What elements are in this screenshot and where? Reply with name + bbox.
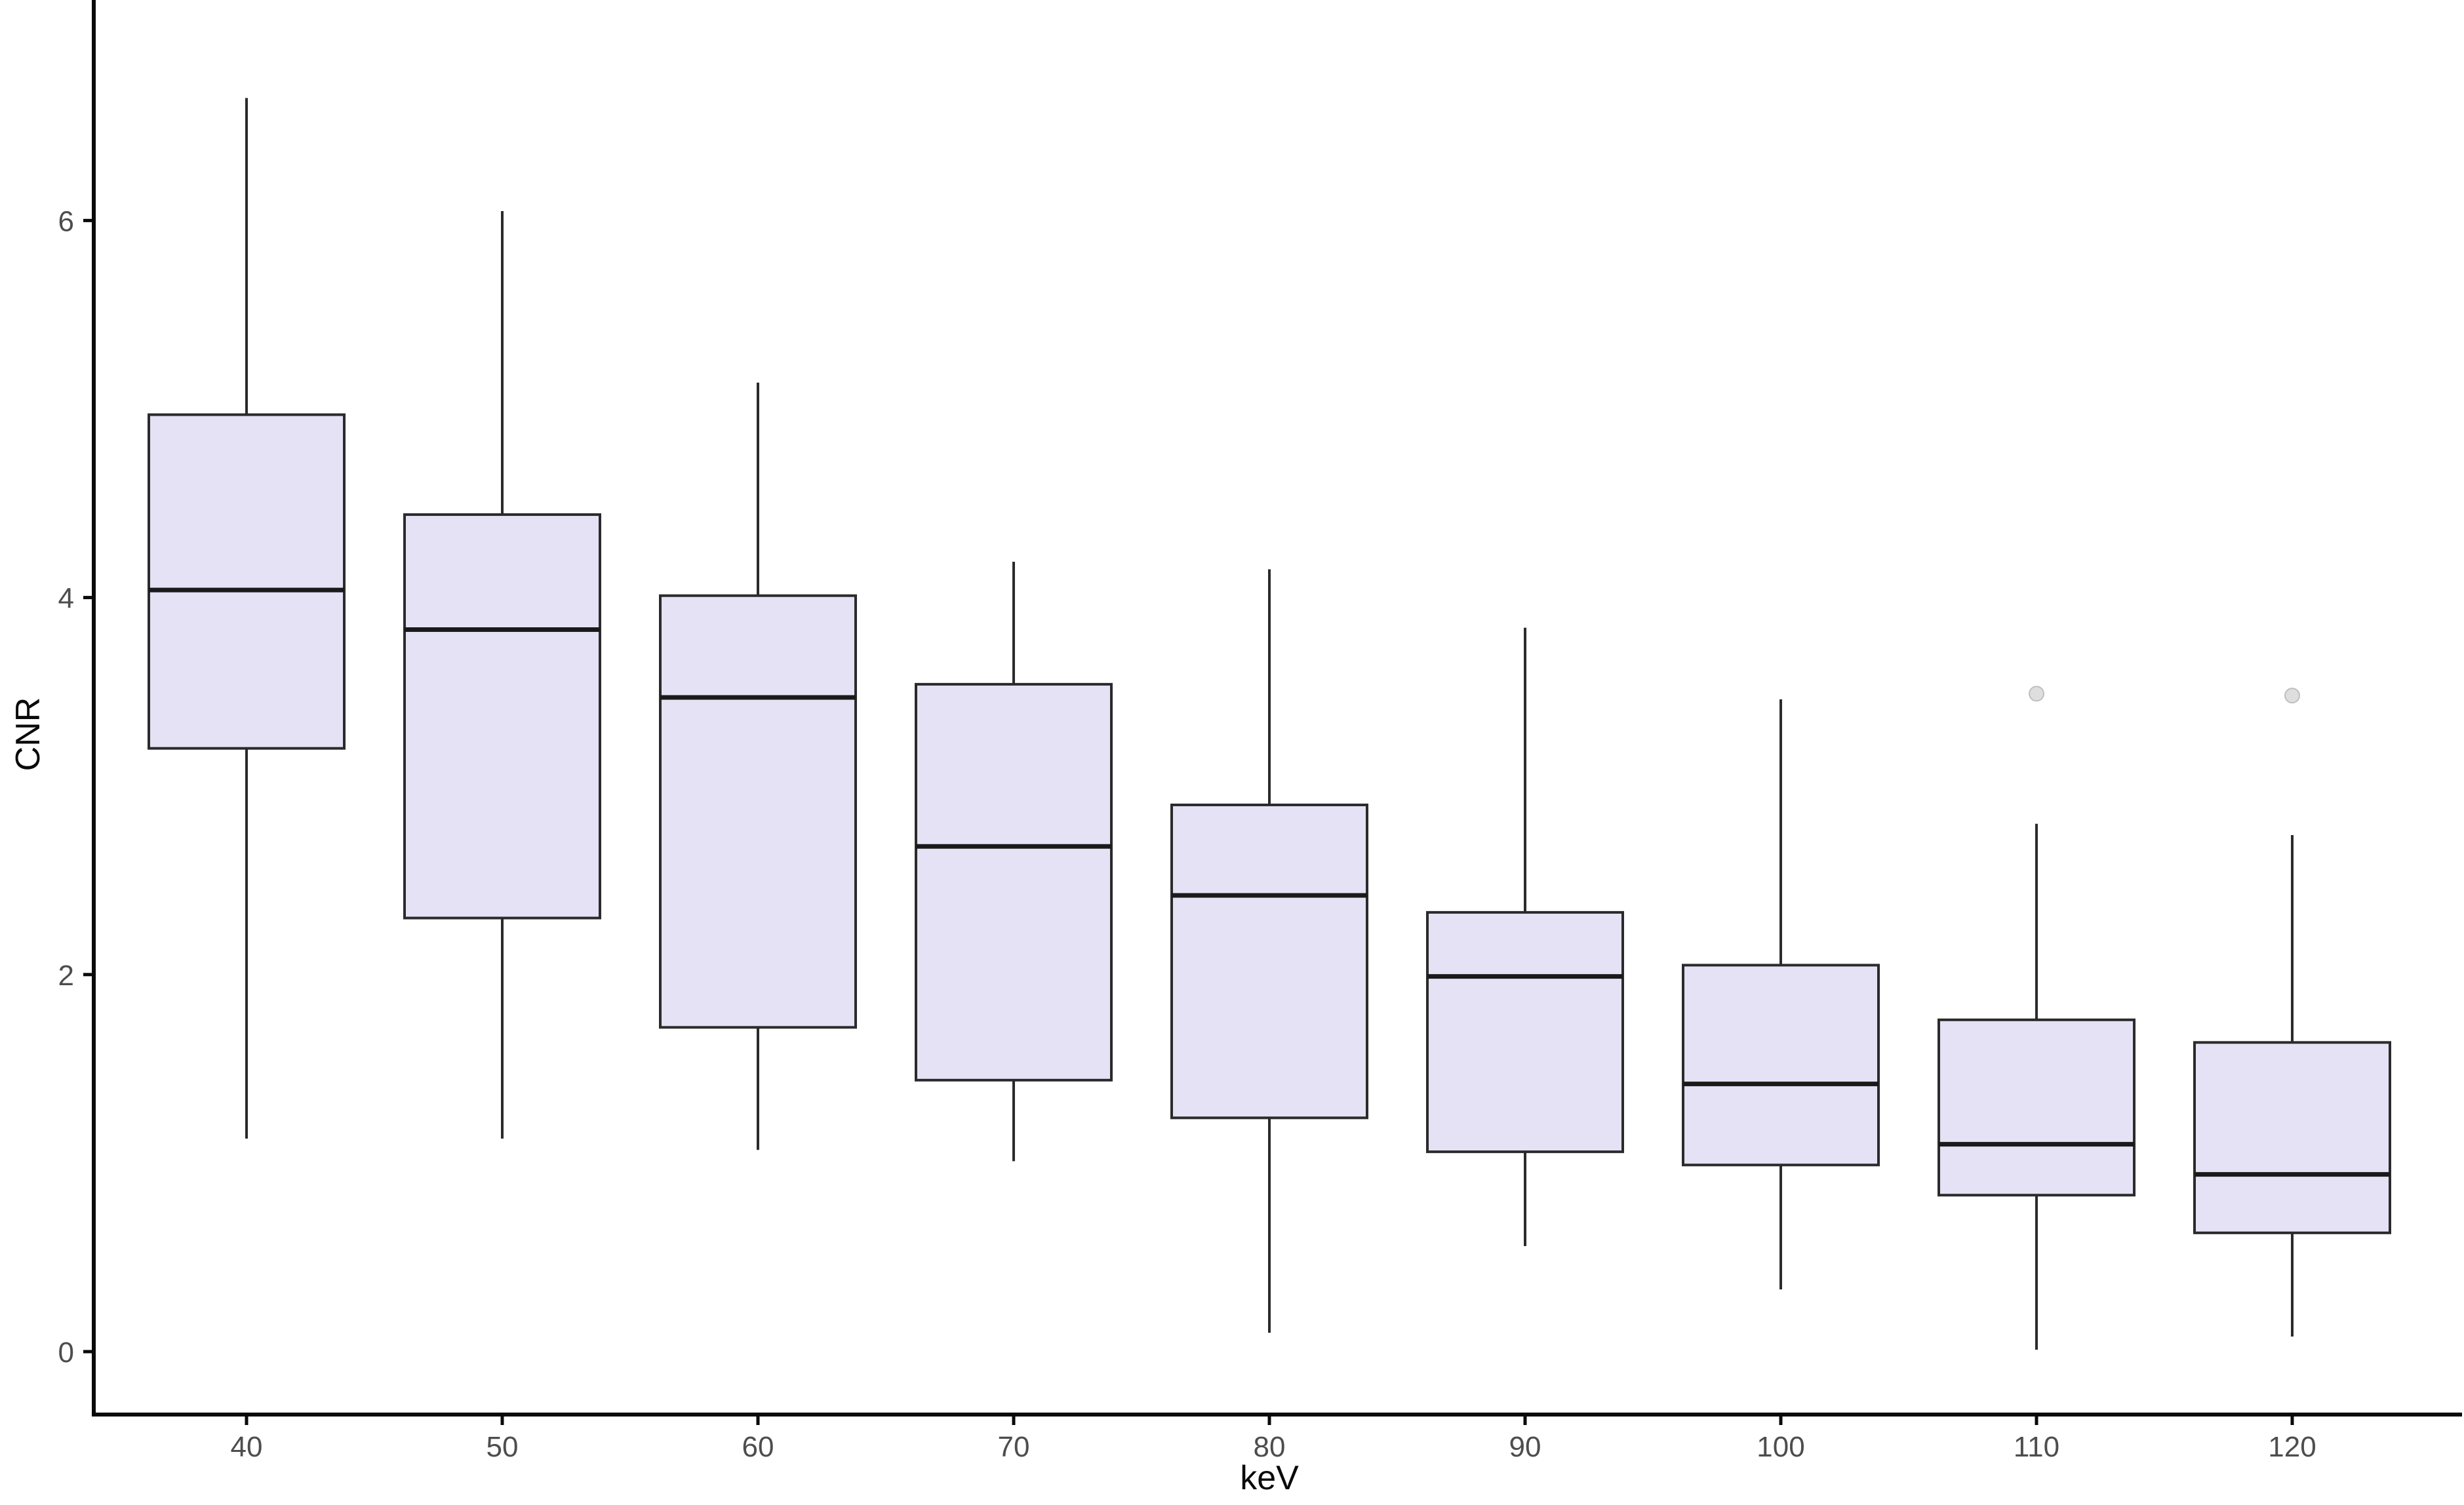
iqr-box (148, 413, 346, 750)
iqr-box (403, 513, 601, 920)
x-tick-label: 50 (487, 1431, 519, 1463)
x-axis-title: keV (1240, 1459, 1299, 1497)
x-tick-label: 40 (231, 1431, 263, 1463)
box-group-70 (915, 561, 1113, 1162)
x-tick-label: 120 (2268, 1431, 2316, 1463)
iqr-box (1937, 1018, 2136, 1197)
x-tick-label: 100 (1757, 1431, 1804, 1463)
outlier-point (2029, 686, 2044, 702)
iqr-box (659, 594, 857, 1029)
box-group-50 (403, 211, 601, 1139)
iqr-box (2193, 1041, 2391, 1234)
iqr-box (1682, 964, 1880, 1167)
iqr-box (1170, 803, 1368, 1120)
y-tick-label: 4 (58, 583, 74, 615)
y-tick-label: 6 (58, 205, 74, 237)
x-tick-label: 90 (1509, 1431, 1541, 1463)
box-group-100 (1682, 699, 1880, 1290)
x-tick-label: 70 (998, 1431, 1030, 1463)
box-group-40 (148, 98, 346, 1139)
box-group-60 (659, 382, 857, 1150)
iqr-box (915, 682, 1113, 1082)
x-tick-label: 110 (2014, 1431, 2059, 1463)
y-tick-label: 2 (58, 960, 74, 992)
box-group-110 (1937, 686, 2136, 1350)
outlier-point (2284, 688, 2300, 704)
y-tick-label: 0 (58, 1337, 74, 1369)
box-group-120 (2193, 688, 2391, 1337)
box-group-90 (1426, 627, 1624, 1246)
y-axis-title: CNR (9, 697, 47, 772)
iqr-box (1426, 910, 1624, 1154)
box-group-80 (1170, 569, 1368, 1333)
x-tick-label: 60 (742, 1431, 774, 1463)
x-tick-label: 80 (1254, 1431, 1286, 1463)
